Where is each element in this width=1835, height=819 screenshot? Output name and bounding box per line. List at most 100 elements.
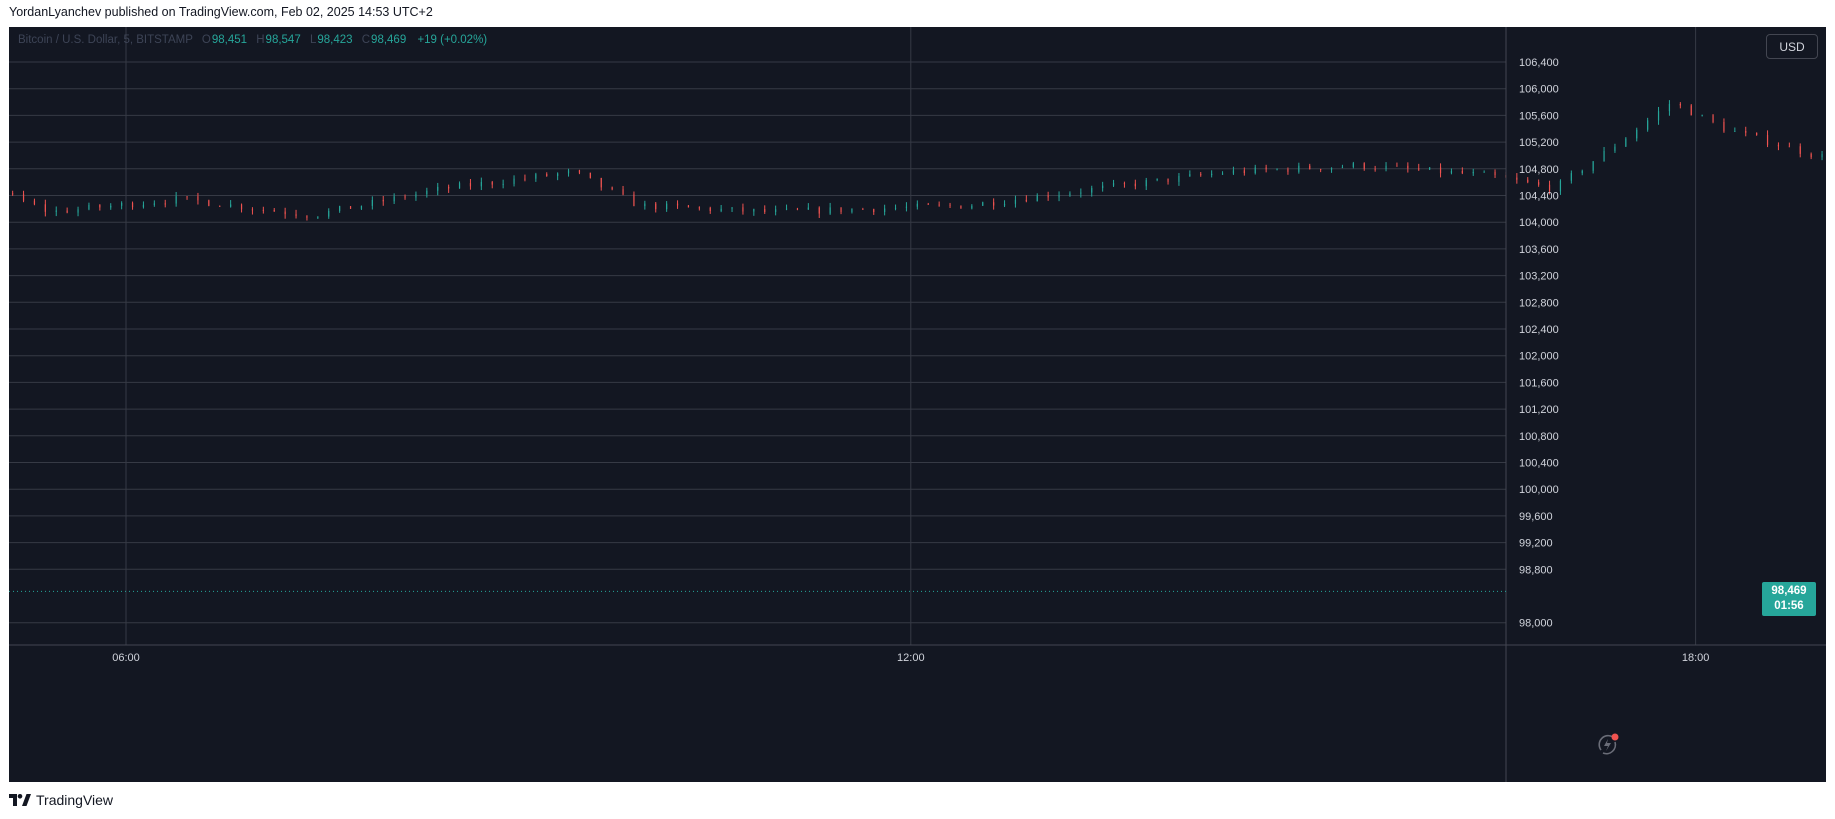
candle-up [513,178,515,184]
candle-down [1396,165,1398,167]
candle-down [633,194,635,207]
candle-up [360,205,363,209]
symbol-name[interactable]: Bitcoin / U.S. Dollar, 5, BITSTAMP [18,34,193,46]
y-tick-label: 102,800 [1519,297,1559,309]
candle-up [55,210,57,212]
candle-down [1309,165,1311,170]
candle-up [1069,193,1071,196]
candle-down [382,199,384,202]
candle-up [121,202,123,206]
candle-up [1232,170,1235,174]
y-tick-label: 101,600 [1519,377,1559,389]
candle-up [666,203,668,210]
candle-up [502,183,504,185]
candle-up [1636,129,1638,139]
flash-refresh-icon[interactable] [1593,730,1623,760]
candle-down [622,189,624,195]
candle-up [1570,173,1572,181]
candle-up [437,186,439,191]
candle-down [1418,168,1420,170]
close-value: 98,469 [371,34,407,46]
candle-down [44,204,46,212]
candle-up [753,209,755,212]
candle-down [1745,131,1747,133]
x-tick-label: 18:00 [1682,652,1710,664]
price-chart[interactable]: 98,000 98,800 99,200 99,600 100,000 100,400 10… [9,27,1826,782]
y-tick-label: 104,800 [1519,164,1559,176]
y-tick-label: 100,400 [1519,458,1559,470]
candle-down [1679,103,1681,106]
candle-up [829,207,831,214]
candle-up [1701,115,1703,117]
candle-up [1821,154,1823,158]
y-tick-label: 100,000 [1519,484,1559,496]
candle-up [339,206,341,211]
candle-down [469,183,472,187]
last-price-tag: 98,469 01:56 [1762,582,1816,617]
publication-header: YordanLyanchev published on TradingView.… [9,5,433,19]
candle-down [240,204,243,210]
y-tick-label: 102,400 [1519,324,1559,336]
candle-down [655,203,657,210]
candle-down [1788,146,1790,148]
y-tick-label: 99,600 [1519,511,1553,523]
candle-down [1363,163,1365,169]
open-label: O [201,34,211,46]
candle-up [720,208,722,212]
candle-down [1548,184,1551,192]
candle-down [197,196,199,201]
candle-up [371,199,373,206]
axes: 98,000 98,800 99,200 99,600 100,000 100,400 10… [9,27,1826,782]
high-value: 98,547 [265,34,301,46]
candle-down [698,207,700,209]
y-tick-label: 101,200 [1519,404,1559,416]
candle-down [1025,199,1027,202]
candle-up [785,208,788,210]
candle-up [1341,166,1344,168]
candle-up [77,209,79,213]
candle-up [1429,167,1431,170]
candle-down [524,178,526,180]
candle-up [1189,174,1191,176]
candle-down [1723,121,1725,132]
candle-down [589,172,591,178]
last-price-value: 98,469 [1771,585,1807,598]
footer: TradingView [9,792,113,808]
candle-down [1766,134,1769,145]
candle-up [1156,178,1158,181]
candle-up [88,204,90,210]
candle-up [1276,169,1278,171]
chart-panel[interactable]: 98,000 98,800 99,200 99,600 100,000 100,400 10… [9,27,1826,782]
candle-up [1254,167,1256,174]
candle-up [894,207,897,209]
candle-up [1330,167,1333,170]
candle-up [1614,146,1616,151]
candle-up [317,216,319,218]
candle-down [22,194,25,201]
candle-down [578,170,581,173]
candle-down [796,208,799,210]
candle-up [1625,138,1627,147]
change-value: +19 (+0.02%) [417,34,488,46]
candle-down [251,209,254,211]
candle-down [186,196,188,198]
candle-down [1374,168,1376,170]
candle-up [731,207,733,209]
candle-down [687,205,690,208]
candle-down [949,204,951,206]
y-tick-label: 98,800 [1519,564,1553,576]
footer-brand[interactable]: TradingView [36,792,114,808]
candle-down [1527,179,1529,183]
candle-down [1320,169,1322,171]
currency-button[interactable]: USD [1766,34,1818,59]
candle-down [491,182,493,185]
y-tick-label: 105,600 [1519,110,1559,122]
candle-down [1756,132,1758,135]
candle-down [1243,170,1245,174]
candle-up [230,204,232,207]
candle-up [328,210,330,217]
candle-up [458,183,461,189]
x-tick-label: 06:00 [112,652,140,664]
y-tick-label: 104,000 [1519,217,1559,229]
symbol-legend: Bitcoin / U.S. Dollar, 5, BITSTAMP O 98,4… [18,34,487,46]
